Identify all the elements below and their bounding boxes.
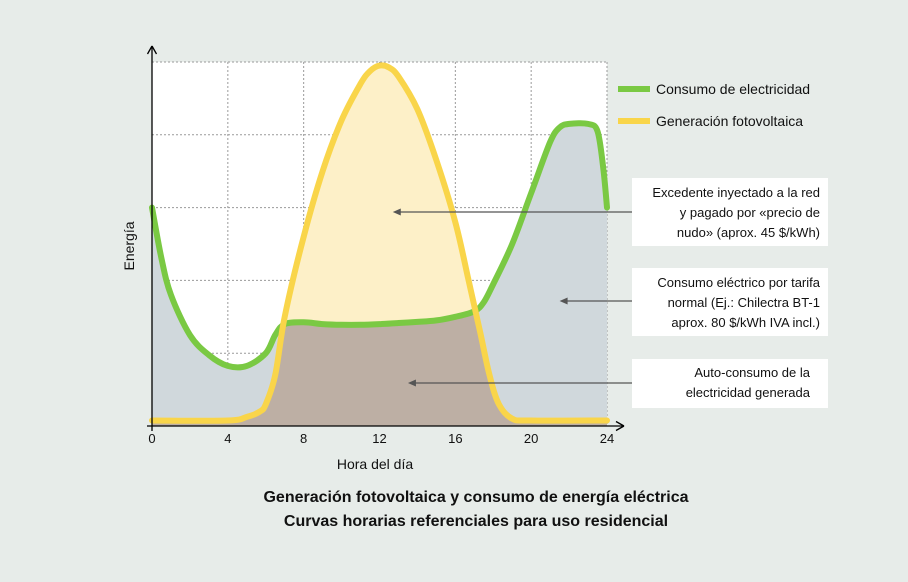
- annotation-arrow-head: [559, 297, 568, 305]
- annotation-autoconsumo-line: Auto-consumo de la: [694, 365, 810, 380]
- annotation-tarifa: Consumo eléctrico por tarifa normal (Ej.…: [632, 268, 828, 336]
- consumption-line: [149, 120, 610, 371]
- legend-label-consumption: Consumo de electricidad: [656, 81, 810, 97]
- x-axis-arrow: [615, 420, 625, 432]
- annotation-excedente-line: y pagado por «precio de: [679, 205, 820, 220]
- x-axis-label: Hora del día: [337, 456, 413, 472]
- annotation-arrow-head: [407, 379, 416, 387]
- annotation-arrow-head: [392, 208, 401, 216]
- x-tick-label: 8: [300, 431, 307, 446]
- caption-line-2: Curvas horarias referenciales para uso r…: [283, 513, 669, 530]
- x-tick-label: 16: [448, 431, 462, 446]
- consumption-area: [152, 123, 607, 426]
- surplus-area: [152, 65, 607, 426]
- x-tick-label: 24: [600, 431, 614, 446]
- generation-line: [149, 62, 610, 424]
- annotation-tarifa-line: aprox. 80 $/kWh IVA incl.): [671, 315, 820, 330]
- x-tick-label: 20: [524, 431, 538, 446]
- annotation-excedente-line: Excedente inyectado a la red: [652, 185, 820, 200]
- annotation-arrows: [392, 208, 632, 387]
- annotation-excedente-line: nudo» (aprox. 45 $/kWh): [676, 225, 820, 240]
- caption-line-1: Generación fotovoltaica y consumo de ene…: [263, 489, 689, 506]
- y-axis-label: Energía: [121, 221, 137, 270]
- legend: Consumo de electricidad Generación fotov…: [618, 81, 810, 129]
- axes: [146, 45, 625, 432]
- annotation-autoconsumo-line: electricidad generada: [685, 385, 810, 400]
- y-axis-arrow: [146, 45, 158, 55]
- annotation-excedente: Excedente inyectado a la red y pagado po…: [632, 178, 828, 246]
- x-tick-label: 0: [148, 431, 155, 446]
- annotation-tarifa-line: normal (Ej.: Chilectra BT-1: [667, 295, 820, 310]
- annotation-tarifa-line: Consumo eléctrico por tarifa: [657, 275, 820, 290]
- annotation-autoconsumo: Auto-consumo de la electricidad generada: [632, 359, 828, 408]
- x-tick-label: 4: [224, 431, 231, 446]
- x-tick-label: 12: [372, 431, 386, 446]
- legend-label-generation: Generación fotovoltaica: [656, 113, 803, 129]
